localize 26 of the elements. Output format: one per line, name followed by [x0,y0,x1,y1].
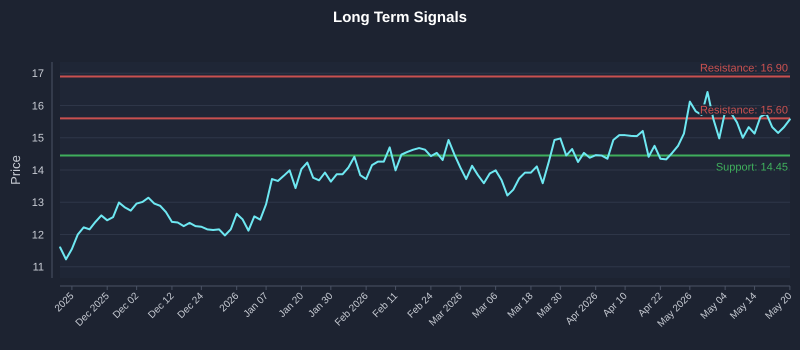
x-tick-label: Dec 24 [176,290,206,322]
x-tick-label: Jan 20 [276,290,306,320]
x-tick-label: Apr 10 [601,290,630,320]
x-tick-label: Dec 02 [111,290,142,322]
y-tick-label: 12 [32,229,44,242]
y-tick-label: 14 [32,164,44,177]
line-series [59,90,791,260]
ref-line-label: Support: 14.45 [716,161,788,174]
x-tick-label: May 20 [764,290,795,322]
y-tick-label: 11 [32,262,44,274]
x-tick-label: Dec 12 [146,290,177,322]
x-tick-label: Mar 06 [470,290,501,321]
x-tick-label: May 04 [698,290,730,322]
chart-title: Long Term Signals [333,9,467,26]
y-tick-label: 16 [32,100,44,112]
y-axis-title: Price [8,155,23,185]
y-tick-label: 13 [32,197,44,210]
x-tick-label: Mar 30 [535,290,566,321]
ref-line-label: Resistance: 16.90 [700,62,788,75]
y-tick-label: 15 [32,132,44,145]
x-tick-label: Jan 30 [306,290,336,320]
x-tick-label: May 14 [728,290,760,322]
y-tick-label: 17 [32,68,44,80]
x-tick-label: Jan 07 [242,290,271,320]
x-tick-label: Mar 18 [506,290,536,321]
x-tick-label: Feb 11 [370,290,400,320]
